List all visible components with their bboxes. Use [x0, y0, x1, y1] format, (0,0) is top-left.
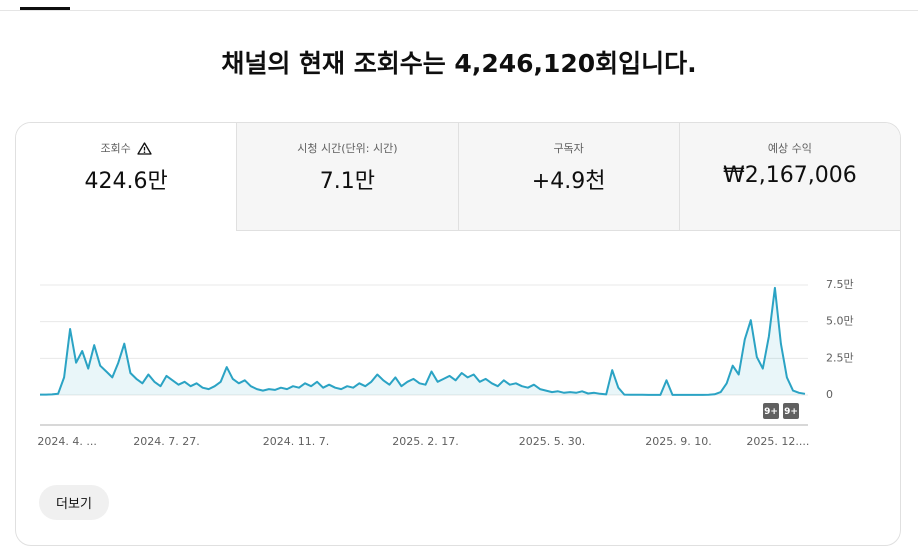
metric-value: 7.1만 — [319, 169, 375, 194]
more-button[interactable]: 더보기 — [39, 485, 109, 520]
warning-icon — [137, 141, 152, 155]
metric-label-row: 구독자 — [459, 141, 679, 155]
metric-label: 조회수 — [100, 142, 131, 155]
metric-label: 시청 시간(단위: 시간) — [297, 142, 398, 155]
metric-label-row: 시청 시간(단위: 시간) — [237, 141, 457, 155]
metric-label: 예상 수익 — [767, 142, 812, 155]
metric-tab[interactable]: 구독자 +4.9천 — [457, 123, 679, 231]
metric-label-row: 조회수 — [16, 141, 236, 155]
headline: 채널의 현재 조회수는 4,246,120회입니다. — [221, 49, 697, 78]
metric-tab[interactable]: 조회수 424.6만 — [16, 123, 237, 231]
tab-bar-line — [0, 10, 918, 11]
metric-value: ₩2,167,006 — [723, 163, 857, 188]
metric-label-row: 예상 수익 — [680, 141, 900, 155]
tab-indicator — [20, 7, 70, 10]
metric-tabs: 조회수 424.6만 시청 시간(단위: 시간) 7.1만 구독자 +4.9천 예상 수익 ₩… — [16, 123, 900, 231]
metric-value: 424.6만 — [84, 169, 168, 194]
metric-tab[interactable]: 예상 수익 ₩2,167,006 — [678, 123, 900, 231]
analytics-card: 조회수 424.6만 시청 시간(단위: 시간) 7.1만 구독자 +4.9천 예상 수익 ₩… — [15, 122, 901, 546]
metric-value: +4.9천 — [531, 169, 606, 194]
metric-label: 구독자 — [553, 142, 584, 155]
metric-tab[interactable]: 시청 시간(단위: 시간) 7.1만 — [236, 123, 458, 231]
